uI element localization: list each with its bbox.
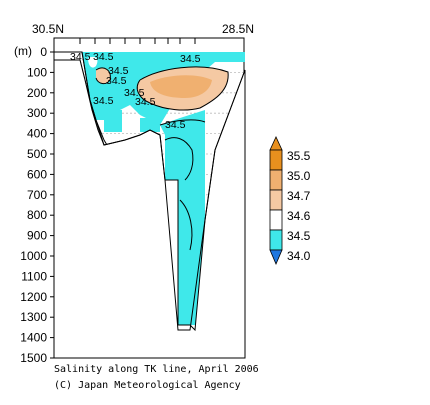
lat-label-left: 30.5N xyxy=(32,22,64,36)
y-axis-ticks: 0 100 200 300 400 500 600 700 800 900 1000 1100 1200… xyxy=(20,45,54,365)
region-34-7-patch xyxy=(150,75,212,98)
y-tick-label: 100 xyxy=(27,65,47,79)
y-unit-label: (m) xyxy=(14,44,32,58)
colorbar: 35.5 35.0 34.7 34.6 34.5 34.0 xyxy=(269,136,311,266)
colorbar-label: 34.6 xyxy=(287,209,311,223)
region-34-5-block-b xyxy=(140,118,160,132)
contour-label: 34.5 xyxy=(124,87,145,99)
contour-label: 34.5 xyxy=(106,75,127,87)
colorbar-band-34-0 xyxy=(269,229,283,251)
y-tick-label: 1000 xyxy=(20,249,47,263)
y-tick-label: 1100 xyxy=(21,269,47,283)
colorbar-bottom-cap xyxy=(269,249,283,266)
y-tick-label: 700 xyxy=(27,188,47,202)
contour-label: 34.5 xyxy=(70,51,91,63)
y-tick-label: 1500 xyxy=(20,351,47,365)
lat-label-right: 28.5N xyxy=(222,22,254,36)
contour-label: 34.5 xyxy=(93,51,114,63)
colorbar-label: 34.7 xyxy=(287,189,311,203)
contour-lines xyxy=(95,66,229,251)
y-tick-label: 1300 xyxy=(20,310,47,324)
y-tick-label: 500 xyxy=(27,147,47,161)
contour-labels: 34.5 34.5 34.5 34.5 34.5 34.5 34.5 34.5 … xyxy=(70,51,201,131)
y-tick-label: 800 xyxy=(27,208,47,222)
colorbar-band-34-6 xyxy=(269,189,283,211)
colorbar-band-34-5 xyxy=(269,209,283,231)
y-tick-label: 900 xyxy=(27,229,47,243)
contour-34-5-d xyxy=(95,67,111,85)
region-white-top xyxy=(88,56,98,68)
y-tick-label: 600 xyxy=(27,167,47,181)
contour-label: 34.5 xyxy=(135,96,156,108)
colorbar-top-cap xyxy=(269,136,283,151)
colorbar-label: 34.0 xyxy=(287,249,311,263)
region-34-6-west xyxy=(96,68,111,84)
caption-line-1: Salinity along TK line, April 2006 xyxy=(54,364,259,375)
contour-34-5-a xyxy=(159,119,206,126)
y-tick-label: 400 xyxy=(27,127,47,141)
colorbar-label: 34.5 xyxy=(287,229,311,243)
station-ticks xyxy=(79,38,196,44)
colorbar-label: 35.5 xyxy=(287,149,311,163)
contour-label: 34.5 xyxy=(180,53,201,65)
contour-label: 34.5 xyxy=(93,95,114,107)
contour-label: 34.5 xyxy=(108,65,129,77)
contour-34-5-c xyxy=(179,199,193,251)
contour-34-6 xyxy=(136,66,229,111)
region-34-5-block-a xyxy=(104,110,122,132)
contour-label: 34.5 xyxy=(165,119,186,131)
y-tick-label: 0 xyxy=(40,45,47,59)
caption-line-2: (C) Japan Meteorological Agency xyxy=(54,380,241,391)
seafloor-outline xyxy=(81,51,246,331)
y-tick-label: 200 xyxy=(27,86,47,100)
colorbar-band-35-0 xyxy=(269,149,283,171)
y-tick-label: 1400 xyxy=(20,331,47,345)
y-tick-label: 1200 xyxy=(20,290,47,304)
y-tick-label: 300 xyxy=(27,106,47,120)
colorbar-band-34-7 xyxy=(269,169,283,191)
contour-34-5-b xyxy=(164,137,194,181)
colorbar-label: 35.0 xyxy=(287,169,311,183)
